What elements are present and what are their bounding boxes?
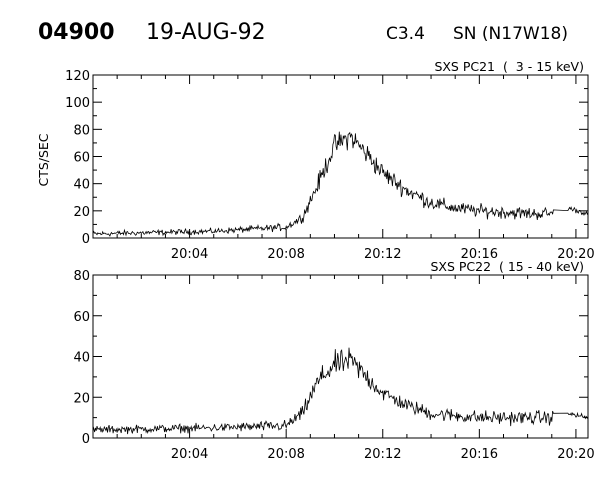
x-tick-label: 20:20 (557, 247, 594, 262)
panel-pc21-axes (92, 74, 588, 239)
pc21-count-rate-line (92, 131, 589, 237)
event-number: 04900 (38, 20, 115, 45)
y-tick-label: 120 (65, 69, 90, 84)
goes-class: C3.4 (386, 24, 425, 44)
y-tick-label: 40 (73, 351, 90, 366)
x-tick-label: 20:04 (171, 447, 208, 462)
y-tick-label: 40 (73, 178, 90, 193)
x-tick-label: 20:16 (461, 447, 498, 462)
x-tick-label: 20:04 (171, 247, 208, 262)
panel-pc21-title: SXS PC21 ( 3 - 15 keV) (434, 59, 584, 74)
y-tick-label: 20 (73, 205, 90, 220)
panel-pc22-y-tick-labels: 0 20 40 60 80 (73, 269, 90, 447)
event-date: 19-AUG-92 (146, 20, 266, 45)
y-tick-label: 80 (73, 123, 90, 138)
flare-location: SN (N17W18) (453, 24, 568, 44)
y-tick-label: 100 (65, 96, 90, 111)
x-tick-label: 20:12 (364, 247, 401, 262)
y-tick-label: 60 (73, 151, 90, 166)
panel-pc21-y-tick-labels: 0 20 40 60 80 100 120 (65, 69, 90, 247)
panel-pc22-x-tick-labels: 20:04 20:08 20:12 20:16 20:20 (171, 447, 595, 462)
panel-pc22: SXS PC22 ( 15 - 40 keV) 20:04 20:08 20:12 2… (73, 259, 594, 462)
y-tick-label: 80 (73, 269, 90, 284)
y-tick-label: 20 (73, 391, 90, 406)
y-tick-label: 60 (73, 310, 90, 325)
panel-pc21: SXS PC21 ( 3 - 15 keV) CTS/SEC 20:04 20:0… (36, 59, 595, 262)
pc22-count-rate-line (92, 347, 589, 435)
panel-pc21-x-tick-labels: 20:04 20:08 20:12 20:16 20:20 (171, 247, 595, 262)
x-tick-label: 20:12 (364, 447, 401, 462)
panel-pc22-title: SXS PC22 ( 15 - 40 keV) (430, 259, 584, 274)
x-tick-label: 20:20 (557, 447, 594, 462)
y-tick-label: 0 (82, 432, 90, 447)
x-tick-label: 20:16 (461, 247, 498, 262)
x-tick-label: 20:08 (267, 447, 304, 462)
y-axis-label: CTS/SEC (36, 133, 51, 186)
panel-pc22-axes (92, 274, 588, 439)
x-tick-label: 20:08 (267, 247, 304, 262)
y-tick-label: 0 (82, 232, 90, 247)
